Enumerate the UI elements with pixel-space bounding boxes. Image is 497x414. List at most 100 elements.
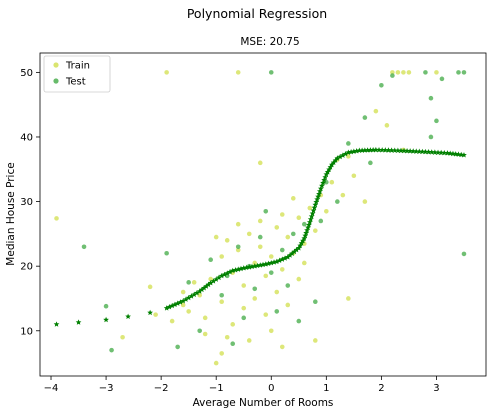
- fit-point: [388, 147, 395, 153]
- fit-curve-layer: [53, 146, 467, 327]
- fit-point: [310, 207, 317, 214]
- test-point: [81, 244, 87, 250]
- train-point: [180, 302, 186, 308]
- fit-point: [312, 201, 319, 208]
- fit-point: [391, 147, 398, 153]
- test-point: [279, 247, 285, 253]
- fit-point: [425, 149, 432, 155]
- train-point: [191, 280, 197, 285]
- train-point: [296, 276, 302, 282]
- train-point: [224, 334, 230, 340]
- fit-point: [276, 257, 283, 263]
- train-point: [395, 70, 401, 75]
- fit-point: [317, 188, 323, 194]
- fit-point: [401, 147, 407, 154]
- fit-point: [373, 146, 379, 153]
- fit-point: [196, 288, 203, 294]
- train-point: [213, 360, 219, 366]
- fit-point: [407, 148, 413, 154]
- test-point: [252, 286, 258, 292]
- legend-train-label: Train: [65, 61, 90, 72]
- test-point: [274, 309, 280, 314]
- fit-point: [75, 319, 82, 325]
- test-point: [368, 160, 373, 166]
- test-point: [423, 70, 428, 75]
- fit-point: [376, 146, 382, 153]
- fit-point: [416, 148, 423, 154]
- train-point: [169, 318, 175, 324]
- test-point: [197, 328, 202, 334]
- train-point: [257, 244, 263, 250]
- fit-point: [301, 235, 308, 241]
- test-point: [186, 280, 191, 285]
- fit-point: [289, 250, 296, 256]
- chart-subtitle: MSE: 20.75: [240, 36, 299, 48]
- fit-point: [398, 147, 404, 154]
- train-point: [346, 154, 351, 159]
- train-point: [246, 231, 252, 237]
- x-tick-label: −1: [209, 383, 224, 394]
- train-point: [252, 260, 258, 266]
- fit-point: [224, 270, 231, 276]
- train-point: [246, 338, 252, 343]
- fit-point: [282, 255, 288, 261]
- fit-point: [279, 256, 286, 262]
- test-point: [301, 221, 307, 227]
- fit-point: [306, 221, 312, 228]
- fit-point: [188, 293, 195, 299]
- y-tick-label: 30: [20, 197, 33, 208]
- fit-point: [422, 148, 429, 155]
- test-point: [390, 73, 395, 78]
- fit-point: [334, 155, 341, 161]
- test-point: [379, 83, 384, 88]
- train-point: [285, 302, 291, 308]
- train-point: [274, 289, 280, 295]
- train-point: [362, 199, 368, 204]
- test-point: [268, 270, 274, 275]
- train-point: [219, 351, 225, 356]
- fit-point: [435, 149, 441, 155]
- test-point: [434, 118, 439, 124]
- fit-point: [332, 157, 339, 163]
- y-tick-label: 10: [20, 326, 33, 337]
- train-point: [202, 331, 208, 337]
- fit-point: [194, 289, 200, 296]
- fit-point: [180, 298, 187, 304]
- fit-point: [53, 321, 60, 327]
- fit-point: [213, 276, 220, 282]
- fit-point: [410, 148, 417, 154]
- fit-point: [311, 204, 318, 211]
- train-point: [252, 296, 258, 301]
- train-point: [274, 225, 280, 230]
- fit-point: [395, 147, 401, 153]
- x-tick-label: −2: [154, 383, 169, 394]
- train-point: [384, 123, 390, 128]
- y-axis: 10 20 30 40 50: [20, 68, 40, 337]
- train-point: [230, 322, 236, 327]
- train-point: [235, 247, 241, 253]
- train-point: [147, 284, 153, 290]
- fit-point: [163, 305, 170, 311]
- fit-point: [172, 301, 178, 308]
- fit-point: [461, 152, 467, 158]
- test-point: [335, 199, 340, 204]
- fit-point: [319, 182, 325, 189]
- test-point: [241, 315, 247, 321]
- x-tick-label: 1: [323, 383, 329, 394]
- fit-point: [432, 149, 438, 155]
- plot-frame: [39, 52, 487, 377]
- train-point: [120, 334, 125, 340]
- fit-point: [304, 227, 310, 233]
- fit-point: [342, 150, 349, 157]
- train-point: [268, 328, 274, 334]
- train-point: [268, 254, 274, 259]
- fit-point: [379, 147, 386, 153]
- test-point: [456, 70, 461, 75]
- fit-point: [227, 268, 233, 275]
- fit-point: [306, 219, 313, 225]
- fit-point: [205, 281, 212, 288]
- chart-title: Polynomial Regression: [187, 6, 327, 21]
- train-point: [296, 215, 302, 221]
- fit-point: [315, 193, 321, 200]
